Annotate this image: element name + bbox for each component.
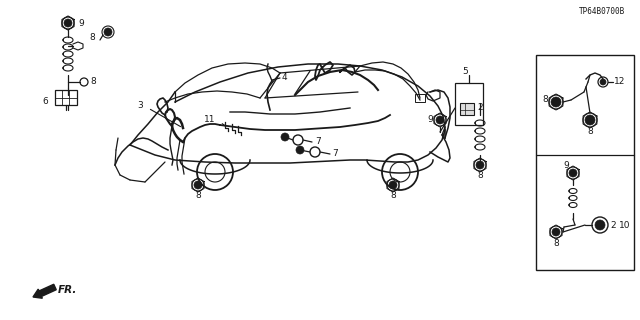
Text: 9: 9 (563, 161, 569, 170)
Bar (455, 83, 483, 125)
Text: 8: 8 (542, 95, 548, 105)
Circle shape (389, 181, 397, 189)
Text: 10: 10 (619, 220, 630, 229)
Text: 9: 9 (428, 116, 433, 124)
Text: 6: 6 (42, 98, 48, 107)
Text: 8: 8 (90, 77, 96, 86)
Text: 8: 8 (89, 33, 95, 42)
Bar (536, 55, 634, 270)
Circle shape (552, 228, 560, 236)
Bar (55, 90, 77, 105)
Circle shape (551, 97, 561, 107)
Text: 2: 2 (610, 220, 616, 229)
Text: 8: 8 (477, 172, 483, 180)
Text: 8: 8 (390, 191, 396, 201)
Text: 12: 12 (614, 77, 625, 86)
Text: 2: 2 (477, 103, 483, 113)
Circle shape (64, 19, 72, 27)
Circle shape (436, 116, 444, 124)
Text: 8: 8 (553, 238, 559, 247)
Text: 8: 8 (587, 126, 593, 135)
Text: 3: 3 (137, 100, 143, 109)
Text: TP64B0700B: TP64B0700B (579, 7, 625, 17)
Circle shape (296, 146, 304, 154)
Circle shape (595, 220, 605, 230)
Circle shape (600, 79, 606, 85)
Text: 7: 7 (332, 149, 338, 158)
Circle shape (104, 28, 112, 36)
Circle shape (569, 169, 577, 177)
Circle shape (194, 181, 202, 189)
Text: 7: 7 (315, 138, 321, 147)
Circle shape (476, 161, 484, 169)
Circle shape (281, 133, 289, 141)
Text: 9: 9 (78, 19, 84, 28)
Circle shape (585, 115, 595, 125)
Bar (460, 103, 474, 115)
Bar (415, 94, 425, 102)
Text: 11: 11 (204, 116, 215, 124)
FancyArrow shape (33, 284, 56, 298)
Text: FR.: FR. (58, 285, 77, 295)
Text: 8: 8 (195, 191, 201, 201)
Text: 4: 4 (282, 74, 287, 83)
Text: 5: 5 (462, 68, 468, 76)
